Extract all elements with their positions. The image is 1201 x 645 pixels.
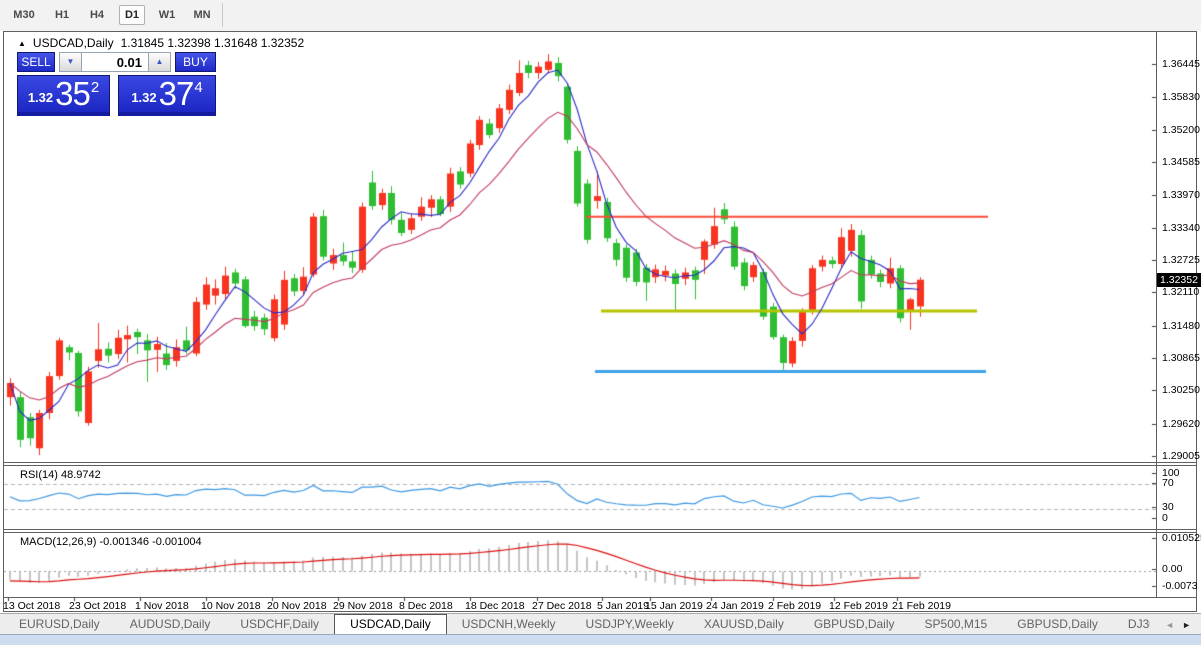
price-axis-label: 1.29620 xyxy=(1162,417,1200,430)
date-axis-label: 2 Feb 2019 xyxy=(768,600,822,612)
price-axis-line xyxy=(1156,32,1157,598)
price-axis-label: 1.36445 xyxy=(1162,58,1200,71)
status-bar xyxy=(0,634,1201,645)
price-axis-label: 1.32110 xyxy=(1162,286,1200,299)
timeframe-toolbar: M30 H1 H4 D1 W1 MN xyxy=(0,0,1201,31)
chevron-up-icon: ▲ xyxy=(155,57,164,66)
rsi-axis-label: 70 xyxy=(1162,477,1174,489)
tab-strip: EURUSD,Daily AUDUSD,Daily USDCHF,Daily USDC… xyxy=(4,614,1150,635)
date-axis-label: 12 Feb 2019 xyxy=(829,600,888,612)
volume-increase-button[interactable]: ▲ xyxy=(148,52,171,72)
macd-label: MACD(12,26,9) -0.001346 -0.001004 xyxy=(20,536,202,548)
date-axis-label: 27 Dec 2018 xyxy=(532,600,592,612)
macd-axis-label: 0.010525 xyxy=(1162,532,1201,544)
date-axis-label: 21 Feb 2019 xyxy=(892,600,951,612)
sell-price-prefix: 1.32 xyxy=(27,90,54,105)
price-axis-label: 1.31480 xyxy=(1162,319,1200,332)
tab-scroll-arrows: ◄ ► xyxy=(1165,614,1191,635)
chart-tab-usdchf-daily[interactable]: USDCHF,Daily xyxy=(240,617,320,631)
panel-separator xyxy=(4,597,1197,598)
chevron-down-icon: ▼ xyxy=(66,57,75,66)
chart-tab-gbpusd-daily[interactable]: GBPUSD,Daily xyxy=(813,617,895,631)
volume-decrease-button[interactable]: ▼ xyxy=(59,52,82,72)
timeframe-button-h1[interactable]: H1 xyxy=(54,9,70,21)
rsi-label: RSI(14) 48.9742 xyxy=(20,469,101,481)
rsi-axis-label: 0 xyxy=(1162,512,1168,524)
collapse-chart-icon[interactable]: ▲ xyxy=(18,38,26,48)
volume-input[interactable] xyxy=(82,52,148,72)
price-axis-label: 1.35200 xyxy=(1162,123,1200,136)
tab-scroll-right-icon[interactable]: ► xyxy=(1182,619,1191,630)
date-axis-label: 8 Dec 2018 xyxy=(399,600,453,612)
chart-title-symbol: USDCAD,Daily xyxy=(32,36,114,50)
price-axis-label: 1.33970 xyxy=(1162,188,1200,201)
chart-header: ▲ USDCAD,Daily 1.31845 1.32398 1.31648 1… xyxy=(18,36,304,50)
buy-button[interactable]: BUY xyxy=(175,52,216,72)
chart-tab-bar: EURUSD,Daily AUDUSD,Daily USDCHF,Daily USDC… xyxy=(0,613,1201,635)
timeframe-button-m30[interactable]: M30 xyxy=(13,9,35,21)
buy-price-panel[interactable]: 1.32 37 4 xyxy=(118,75,216,116)
timeframe-button-h4[interactable]: H4 xyxy=(89,9,105,21)
chart-tab-gbpusd-daily[interactable]: GBPUSD,Daily xyxy=(1017,617,1098,631)
panel-separator[interactable] xyxy=(4,462,1197,463)
price-axis-label: 1.33340 xyxy=(1162,221,1200,234)
chart-tab-dj30-h4[interactable]: DJ30,H4 xyxy=(1127,617,1150,631)
chart-tab-usdcad-daily[interactable]: USDCAD,Daily xyxy=(334,614,447,635)
panel-separator xyxy=(4,465,1197,466)
sell-price-big: 35 xyxy=(55,75,91,112)
timeframe-button-d1[interactable]: D1 xyxy=(119,5,145,25)
price-axis-label: 1.30865 xyxy=(1162,351,1200,364)
toolbar-separator xyxy=(222,3,223,27)
chart-tab-xauusd-daily[interactable]: XAUUSD,Daily xyxy=(703,617,784,631)
chart-tab-sp500-m15[interactable]: SP500,M15 xyxy=(924,617,988,631)
sell-button[interactable]: SELL xyxy=(17,52,55,72)
date-axis-label: 20 Nov 2018 xyxy=(267,600,327,612)
date-axis-label: 24 Jan 2019 xyxy=(706,600,764,612)
date-axis-label: 23 Oct 2018 xyxy=(69,600,127,612)
date-axis-label: 29 Nov 2018 xyxy=(333,600,393,612)
date-axis-label: 18 Dec 2018 xyxy=(465,600,525,612)
price-axis-label: 1.35830 xyxy=(1162,90,1200,103)
macd-axis-label: -0.0073 xyxy=(1162,580,1198,592)
date-axis-label: 5 Jan 2019 xyxy=(597,600,649,612)
panel-separator[interactable] xyxy=(4,529,1197,530)
rsi-axis-label: 100 xyxy=(1162,467,1180,479)
chart-tab-audusd-daily[interactable]: AUDUSD,Daily xyxy=(129,617,211,631)
chart-tab-eurusd-daily[interactable]: EURUSD,Daily xyxy=(19,617,100,631)
price-axis-label: 1.34585 xyxy=(1162,156,1200,169)
chart-tab-usdcnh-weekly[interactable]: USDCNH,Weekly xyxy=(461,617,556,631)
price-axis-label: 1.29005 xyxy=(1162,449,1200,462)
timeframe-button-mn[interactable]: MN xyxy=(193,9,211,21)
timeframe-button-w1[interactable]: W1 xyxy=(158,9,176,21)
price-axis-label: 1.30250 xyxy=(1162,384,1200,397)
date-axis-label: 15 Jan 2019 xyxy=(645,600,703,612)
panel-separator xyxy=(4,532,1197,533)
macd-axis-label: 0.00 xyxy=(1162,563,1183,575)
buy-price-prefix: 1.32 xyxy=(131,90,157,105)
date-axis-label: 13 Oct 2018 xyxy=(3,600,61,612)
date-axis-label: 10 Nov 2018 xyxy=(201,600,261,612)
chart-title-ohlc: 1.31845 1.32398 1.31648 1.32352 xyxy=(120,36,305,50)
chart-tab-usdjpy-weekly[interactable]: USDJPY,Weekly xyxy=(585,617,674,631)
rsi-axis-label: 30 xyxy=(1162,501,1174,513)
sell-price-panel[interactable]: 1.32 35 2 xyxy=(17,75,110,116)
buy-price-sup: 4 xyxy=(194,79,203,96)
date-axis-label: 1 Nov 2018 xyxy=(135,600,189,612)
sell-price-sup: 2 xyxy=(90,79,100,96)
current-price-badge: 1.32352 xyxy=(1157,273,1201,287)
price-axis-label: 1.32725 xyxy=(1162,254,1200,267)
tab-scroll-left-icon[interactable]: ◄ xyxy=(1165,619,1175,630)
buy-price-big: 37 xyxy=(158,75,195,112)
